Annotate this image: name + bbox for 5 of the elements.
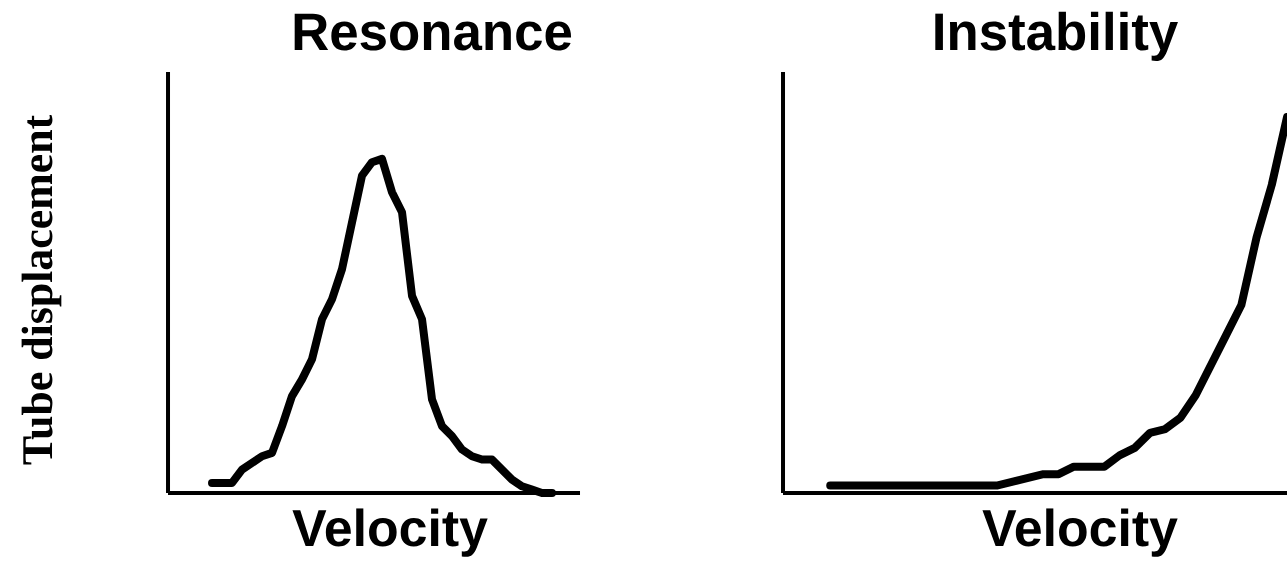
chart-title: Resonance — [294, 13, 572, 51]
x-axis-title: Velocity — [982, 508, 1178, 557]
y-axis-title: Tube displacement — [21, 115, 62, 465]
x-axis-title: Velocity — [292, 508, 488, 557]
chart-title: Instability — [935, 11, 1178, 61]
